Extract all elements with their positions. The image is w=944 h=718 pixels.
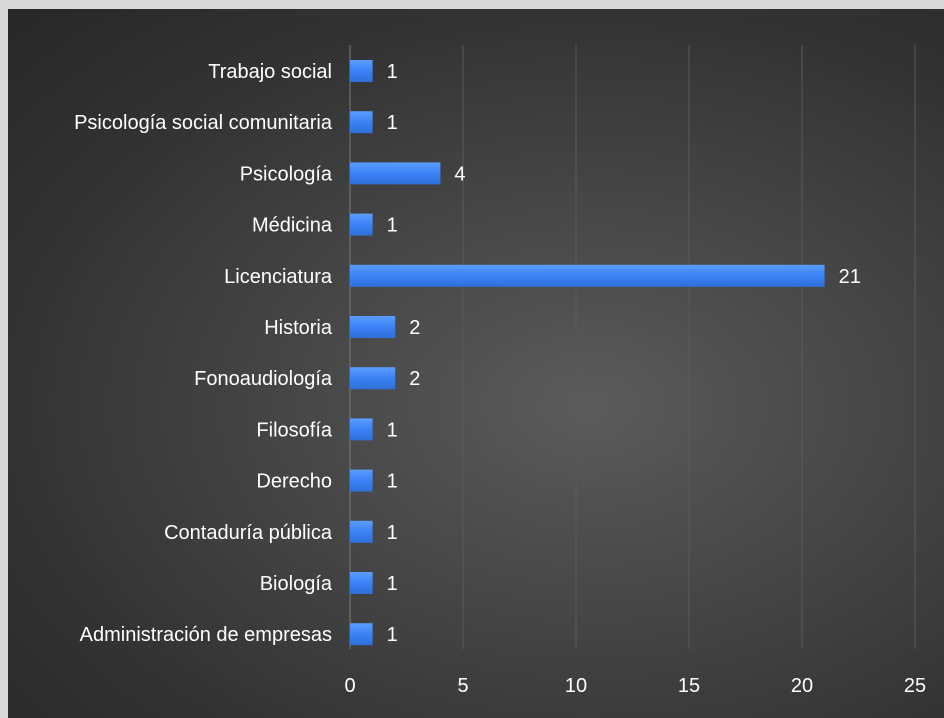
x-tick-label: 15 [678,675,700,697]
labels: 0 5 10 15 20 25 Trabajo social 1 Psicología soci… [74,61,926,697]
bar [350,316,396,338]
data-label: 1 [387,624,398,646]
bar [350,623,373,646]
data-label: 1 [387,573,398,595]
bar [350,367,396,390]
data-label: 2 [409,368,420,390]
data-label: 21 [839,266,861,288]
data-label: 2 [409,317,420,339]
x-tick-label: 10 [565,675,587,697]
bar [350,213,373,236]
category-label: Historia [264,317,333,339]
bar [350,111,373,134]
category-label: Médicina [252,215,333,237]
category-label: Biología [260,573,333,595]
category-label: Trabajo social [208,61,332,83]
bar [350,264,825,287]
category-label: Administración de empresas [80,624,332,646]
data-label: 1 [387,112,398,134]
category-label: Psicología [240,163,333,185]
category-label: Licenciatura [224,266,333,288]
x-tick-label: 5 [457,675,468,697]
data-label: 1 [387,471,398,493]
data-label: 1 [387,61,398,83]
bar [350,60,373,82]
bar [350,162,441,185]
data-label: 1 [387,419,398,441]
x-tick-label: 25 [904,675,926,697]
category-label: Contaduría pública [164,522,333,544]
bar-chart: 0 5 10 15 20 25 Trabajo social 1 Psicología soci… [74,45,926,697]
category-label: Filosofía [256,419,332,441]
bar [350,469,373,492]
data-label: 4 [454,163,465,185]
bars [350,60,825,646]
data-label: 1 [387,522,398,544]
data-label: 1 [387,215,398,237]
bar [350,418,373,441]
category-label: Fonoaudiología [194,368,333,390]
bar [350,520,373,543]
category-label: Derecho [256,471,332,493]
grid-lines [349,45,916,649]
chart-frame: 0 5 10 15 20 25 Trabajo social 1 Psicología soci… [8,9,944,718]
x-tick-label: 20 [791,675,813,697]
category-label: Psicología social comunitaria [74,112,333,134]
x-tick-label: 0 [344,675,355,697]
bar [350,572,373,594]
